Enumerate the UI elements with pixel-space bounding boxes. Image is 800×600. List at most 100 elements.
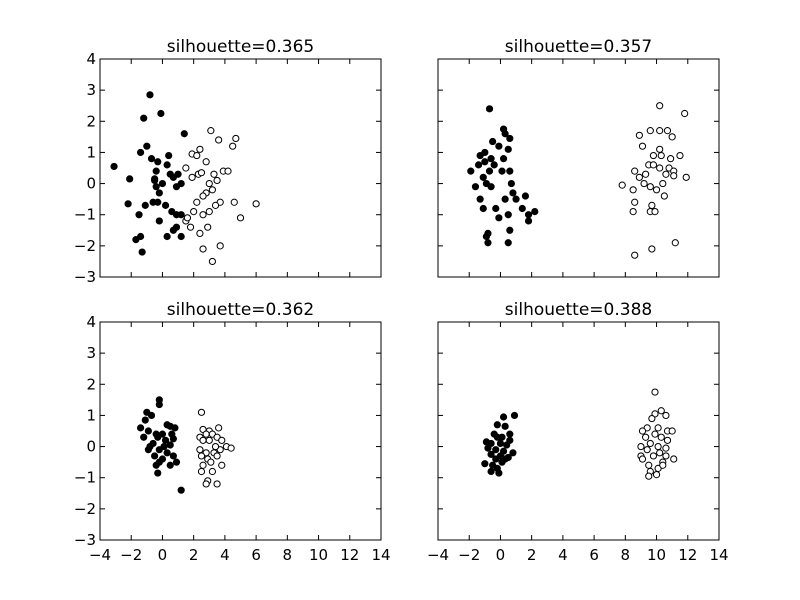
data-point bbox=[504, 145, 512, 153]
data-point bbox=[232, 134, 240, 143]
data-point bbox=[177, 211, 185, 219]
data-point bbox=[499, 413, 508, 421]
data-point bbox=[657, 407, 665, 415]
data-point bbox=[136, 424, 145, 432]
data-point bbox=[155, 217, 163, 225]
data-point bbox=[495, 214, 503, 222]
y-tick-label: −1 bbox=[74, 469, 96, 487]
data-point bbox=[197, 169, 206, 177]
data-point bbox=[479, 204, 487, 213]
data-point bbox=[196, 446, 204, 454]
data-point bbox=[155, 446, 163, 454]
data-point bbox=[659, 461, 667, 469]
data-point bbox=[659, 179, 667, 188]
data-point bbox=[654, 424, 662, 432]
data-point bbox=[651, 388, 659, 396]
data-point bbox=[638, 455, 647, 463]
data-point bbox=[211, 201, 220, 209]
data-point bbox=[631, 251, 639, 259]
subplot-bottom-left: silhouette=0.362−4 −2 0 2 4 6 8 10 12 14−3−2−1012… bbox=[74, 300, 391, 564]
cluster-hollow-series bbox=[637, 388, 678, 480]
data-point bbox=[501, 455, 509, 463]
data-point bbox=[205, 436, 213, 444]
data-point bbox=[190, 208, 198, 216]
y-tick-label: 4 bbox=[86, 50, 96, 68]
data-point bbox=[140, 114, 148, 122]
chart-title: silhouette=0.365 bbox=[167, 37, 314, 57]
data-point bbox=[646, 127, 654, 135]
data-point bbox=[476, 195, 484, 203]
data-point bbox=[152, 167, 160, 175]
data-point bbox=[651, 430, 659, 438]
cluster-hollow-series bbox=[618, 102, 690, 259]
data-point bbox=[667, 155, 675, 163]
data-point bbox=[496, 439, 505, 448]
data-point bbox=[199, 461, 207, 469]
cluster-filled-series bbox=[136, 396, 185, 494]
subplot-bottom-right: silhouette=0.388 −4 −2 0 2 4 6 8 10 12 14 bbox=[427, 300, 729, 564]
data-point bbox=[205, 179, 213, 188]
y-tick-label: −3 bbox=[74, 268, 96, 286]
data-point bbox=[652, 186, 661, 194]
x-tick-label: 8 bbox=[621, 546, 631, 564]
data-point bbox=[676, 151, 684, 160]
data-point bbox=[213, 452, 221, 460]
data-point bbox=[252, 200, 260, 208]
data-point bbox=[202, 480, 210, 488]
data-point bbox=[136, 148, 145, 157]
data-point bbox=[202, 430, 210, 438]
data-point bbox=[230, 198, 238, 206]
data-point bbox=[507, 179, 515, 188]
data-point bbox=[681, 109, 689, 118]
data-point bbox=[193, 198, 201, 206]
plot-area bbox=[100, 59, 381, 277]
x-tick-label: 2 bbox=[527, 546, 537, 564]
data-point bbox=[648, 245, 656, 253]
data-point bbox=[503, 441, 511, 449]
data-point bbox=[504, 239, 512, 247]
data-point bbox=[165, 151, 173, 160]
data-point bbox=[637, 442, 645, 451]
data-point bbox=[654, 442, 662, 451]
chart-title: silhouette=0.357 bbox=[505, 37, 652, 57]
data-point bbox=[163, 449, 171, 457]
y-tick-label: 0 bbox=[86, 175, 96, 193]
data-point bbox=[504, 211, 512, 219]
data-point bbox=[174, 170, 182, 178]
plot-area bbox=[438, 322, 719, 540]
x-tick-label: 12 bbox=[678, 546, 697, 564]
data-point bbox=[631, 167, 639, 175]
data-point bbox=[656, 164, 664, 172]
data-point bbox=[227, 444, 235, 452]
data-point bbox=[197, 408, 206, 416]
chart-title: silhouette=0.388 bbox=[505, 300, 652, 320]
data-point bbox=[487, 450, 495, 458]
data-point bbox=[169, 452, 177, 460]
data-point bbox=[151, 175, 159, 183]
y-tick-label: −1 bbox=[74, 206, 96, 224]
data-point bbox=[146, 442, 154, 451]
data-point bbox=[484, 239, 492, 247]
data-point bbox=[656, 127, 664, 135]
data-point bbox=[492, 446, 500, 454]
data-point bbox=[132, 236, 140, 244]
data-point bbox=[213, 176, 221, 185]
data-point bbox=[649, 161, 658, 169]
data-point bbox=[506, 430, 514, 438]
data-point bbox=[656, 102, 664, 110]
data-point bbox=[524, 217, 533, 225]
axes-frame bbox=[437, 321, 720, 541]
data-point bbox=[216, 242, 224, 250]
x-tick-label: 8 bbox=[283, 546, 293, 564]
data-point bbox=[670, 455, 678, 463]
data-point bbox=[662, 444, 670, 452]
cluster-filled-series bbox=[110, 91, 188, 256]
data-point bbox=[166, 461, 174, 469]
data-point bbox=[487, 155, 495, 163]
x-tick-label: 12 bbox=[340, 546, 359, 564]
data-point bbox=[629, 208, 637, 216]
data-point bbox=[663, 127, 672, 135]
data-point bbox=[467, 167, 475, 175]
data-point bbox=[135, 211, 143, 219]
data-point bbox=[154, 469, 162, 477]
